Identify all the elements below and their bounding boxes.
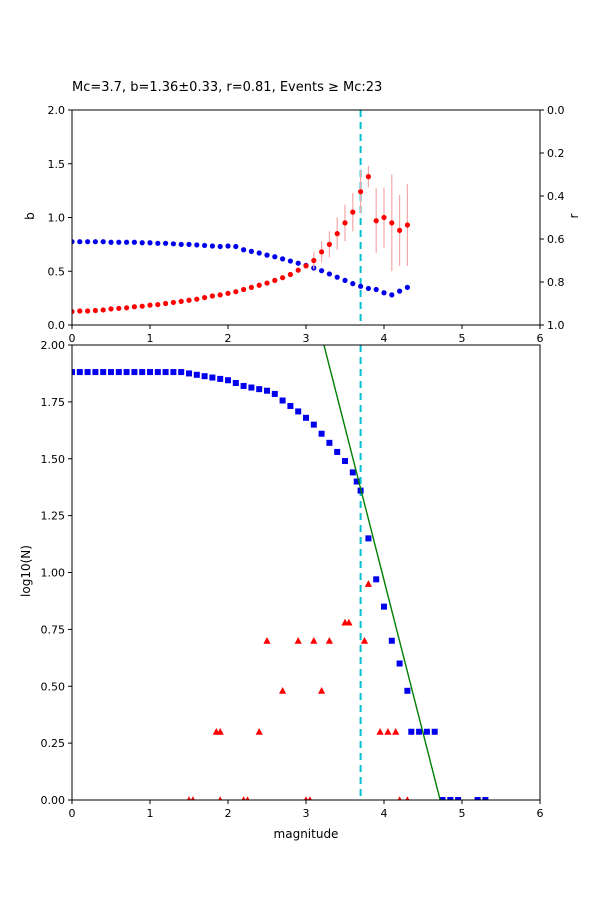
svg-text:1.00: 1.00: [41, 567, 66, 580]
svg-text:4: 4: [381, 332, 388, 345]
svg-text:1.25: 1.25: [41, 510, 66, 523]
svg-text:6: 6: [537, 807, 544, 820]
svg-text:0.25: 0.25: [41, 737, 66, 750]
svg-text:4: 4: [381, 807, 388, 820]
svg-text:6: 6: [537, 332, 544, 345]
svg-text:1.5: 1.5: [48, 158, 66, 171]
svg-text:0.6: 0.6: [547, 233, 565, 246]
svg-text:0.8: 0.8: [547, 276, 565, 289]
svg-text:0: 0: [69, 807, 76, 820]
figure-title: Mc=3.7, b=1.36±0.33, r=0.81, Events ≥ Mc…: [72, 80, 383, 95]
svg-text:0.0: 0.0: [547, 104, 565, 117]
svg-text:1.75: 1.75: [41, 396, 66, 409]
svg-text:5: 5: [459, 332, 466, 345]
svg-text:0.0: 0.0: [48, 319, 66, 332]
svg-text:1.0: 1.0: [547, 319, 565, 332]
svg-text:0.75: 0.75: [41, 623, 66, 636]
svg-text:0.5: 0.5: [48, 265, 66, 278]
svg-text:3: 3: [303, 807, 310, 820]
svg-text:2.0: 2.0: [48, 104, 66, 117]
svg-text:0.00: 0.00: [41, 794, 66, 807]
svg-text:0.2: 0.2: [547, 147, 565, 160]
svg-text:2.00: 2.00: [41, 339, 66, 352]
svg-text:0.50: 0.50: [41, 680, 66, 693]
svg-text:0: 0: [69, 332, 76, 345]
svg-text:1: 1: [147, 332, 154, 345]
svg-text:2: 2: [225, 332, 232, 345]
svg-text:1: 1: [147, 807, 154, 820]
svg-text:3: 3: [303, 332, 310, 345]
svg-text:1.50: 1.50: [41, 453, 66, 466]
svg-text:1.0: 1.0: [48, 212, 66, 225]
bottom-x-axis-label: magnitude: [273, 827, 339, 841]
svg-text:0.4: 0.4: [547, 190, 565, 203]
svg-text:2: 2: [225, 807, 232, 820]
svg-text:5: 5: [459, 807, 466, 820]
